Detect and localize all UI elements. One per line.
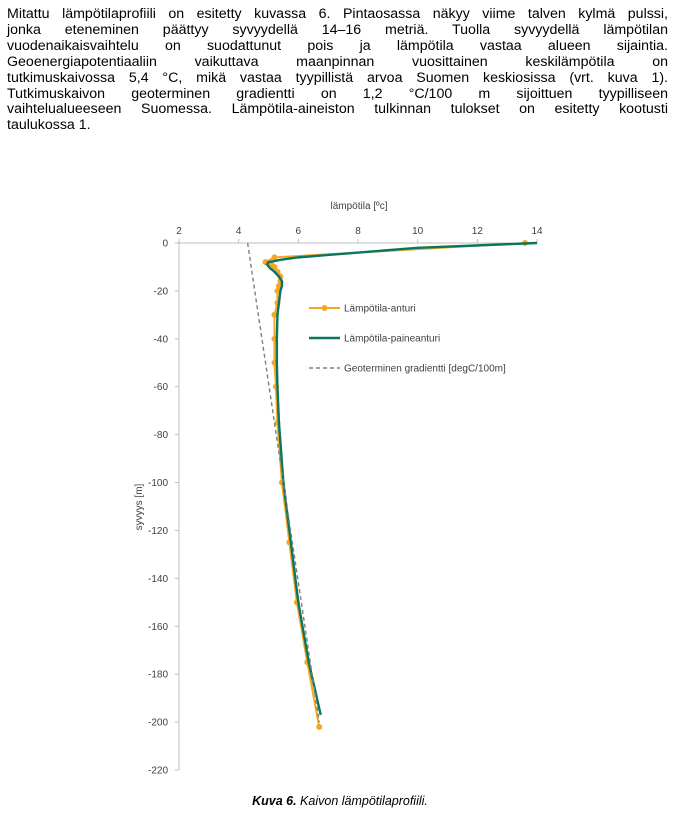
temperature-profile-chart: 2 4 6 8 10 12 14 0 -20 -40 -60 -80 -100 -120 -140 -160 -… bbox=[134, 201, 543, 777]
y-tick-label: -100 bbox=[148, 478, 168, 489]
y-tick-label: -60 bbox=[154, 382, 169, 393]
y-tick-label: -20 bbox=[154, 286, 169, 297]
data-point bbox=[316, 723, 323, 730]
legend-label: Lämpötila-paineanturi bbox=[344, 334, 440, 345]
data-point bbox=[271, 263, 278, 270]
data-point bbox=[271, 254, 278, 261]
data-point bbox=[274, 287, 281, 294]
x-tick-label: 4 bbox=[236, 226, 242, 237]
paragraph-line: Geoenergiapotentiaaliin vaikuttava maanp… bbox=[7, 53, 668, 70]
legend-label: Geoterminen gradientti [degC/100m] bbox=[344, 364, 506, 375]
x-tick-label: 14 bbox=[531, 226, 543, 237]
caption-label: Kuva 6. bbox=[252, 794, 297, 808]
body-paragraph: Mitattu lämpötilaprofiili on esitetty ku… bbox=[7, 6, 668, 134]
legend: Lämpötila-anturi Lämpötila-paineanturi Geo… bbox=[309, 304, 506, 375]
caption-text: Kaivon lämpötilaprofiili. bbox=[300, 794, 428, 808]
paragraph-line: taulukossa 1. bbox=[7, 117, 91, 134]
x-tick-label: 8 bbox=[355, 226, 361, 237]
series-layer bbox=[246, 240, 538, 730]
legend-marker bbox=[321, 305, 328, 311]
legend-label: Lämpötila-anturi bbox=[344, 304, 416, 315]
paragraph-line: vuodenaikaisvaihtelu on suodattunut pois… bbox=[7, 37, 668, 54]
paragraph-line: vaihtelualueeseen Suomessa. Lämpötila-ai… bbox=[7, 101, 668, 118]
y-tick-label: -180 bbox=[148, 670, 168, 681]
y-tick-label: -120 bbox=[148, 526, 168, 537]
y-tick-label: -200 bbox=[148, 718, 168, 729]
series-line bbox=[264, 242, 526, 728]
x-tick-label: 6 bbox=[296, 226, 302, 237]
y-tick-label: -80 bbox=[154, 430, 169, 441]
series-line bbox=[246, 242, 320, 723]
x-tick-label: 10 bbox=[412, 226, 424, 237]
y-axis-label: syvyys [m] bbox=[134, 483, 145, 530]
y-tick-label: -220 bbox=[148, 766, 168, 777]
y-tick-label: -40 bbox=[154, 334, 169, 345]
data-point bbox=[271, 311, 278, 318]
figure-caption: Kuva 6. Kaivon lämpötilaprofiili. bbox=[0, 794, 680, 808]
x-tick-label: 2 bbox=[176, 226, 182, 237]
x-tick-label: 12 bbox=[472, 226, 484, 237]
x-axis-label: lämpötila [ºc] bbox=[330, 201, 387, 212]
axis-ticks: 2 4 6 8 10 12 14 0 -20 -40 -60 -80 -100 -120 -140 -160 -… bbox=[148, 226, 543, 777]
paragraph-line: Mitattu lämpötilaprofiili on esitetty ku… bbox=[7, 6, 668, 22]
paragraph-line: Tutkimuskaivon geoterminen gradientti on… bbox=[7, 85, 668, 102]
y-tick-label: -160 bbox=[148, 622, 168, 633]
paragraph-line: tutkimuskaivossa 5,4 °C, mikä vastaa tyy… bbox=[7, 69, 668, 86]
y-tick-label: -140 bbox=[148, 574, 168, 585]
y-tick-label: 0 bbox=[162, 239, 168, 250]
paragraph-line: jonka eteneminen päättyy syvyydellä 14–1… bbox=[7, 21, 668, 38]
